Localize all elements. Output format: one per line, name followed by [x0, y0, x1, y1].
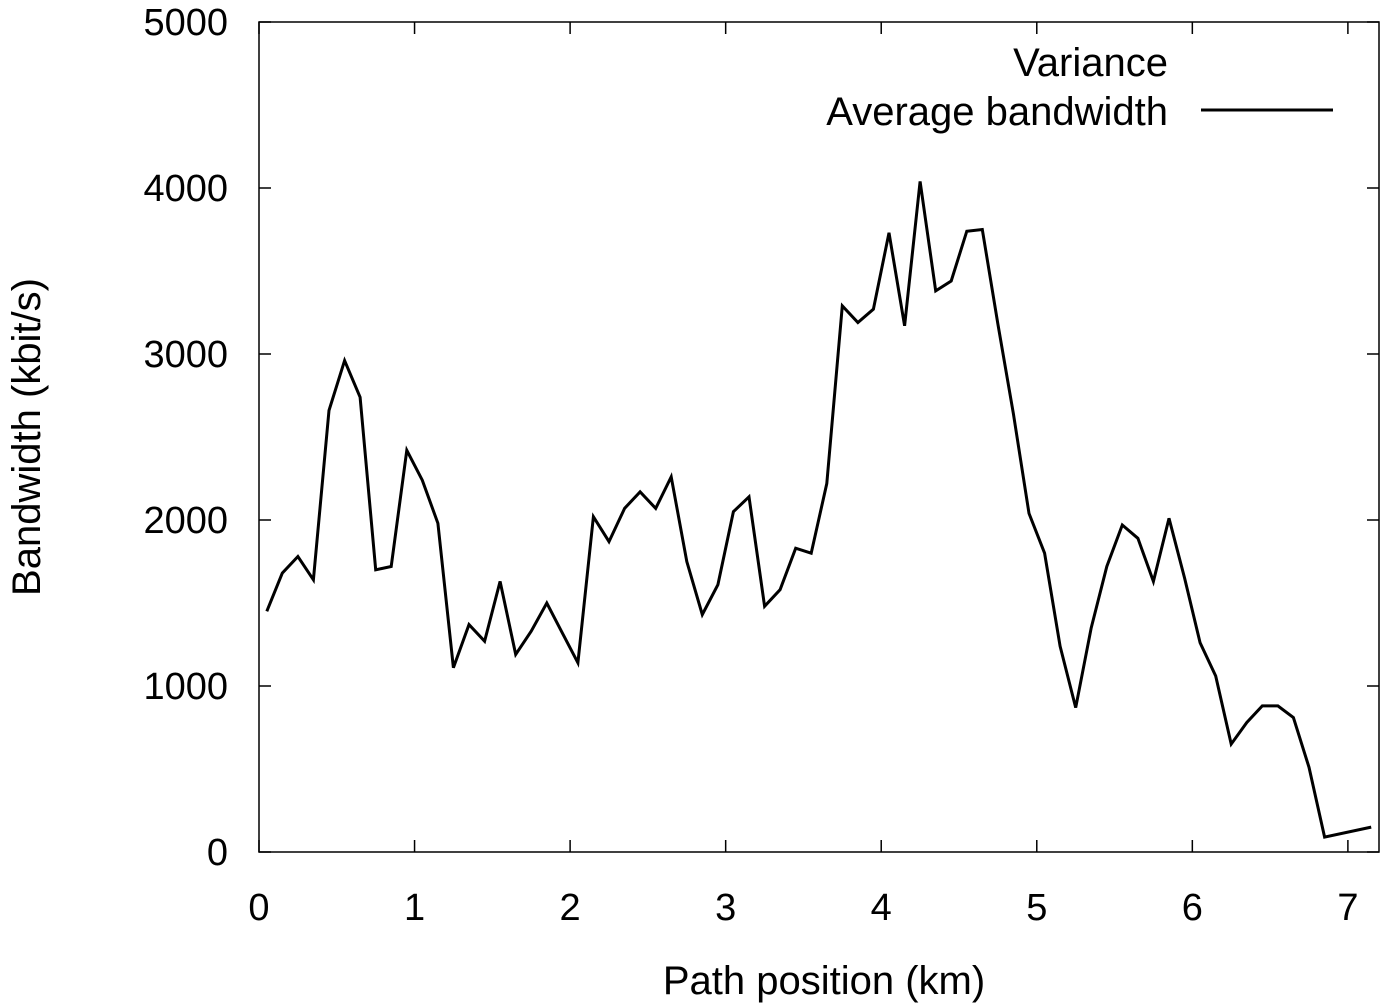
x-axis: 0 1 2 3 4 5 6 7	[248, 22, 1358, 929]
y-tick-label: 3000	[143, 334, 228, 376]
legend-label-variance: Variance	[1013, 41, 1168, 85]
y-axis-title: Bandwidth (kbit/s)	[5, 278, 49, 596]
legend: Variance Average bandwidth	[826, 41, 1333, 134]
x-tick-label: 6	[1182, 887, 1203, 929]
x-axis-title: Path position (km)	[663, 959, 985, 1003]
y-tick-label: 1000	[143, 666, 228, 708]
x-tick-label: 5	[1026, 887, 1047, 929]
x-tick-label: 2	[560, 887, 581, 929]
y-axis: 0 1000 2000 3000 4000 5000	[143, 2, 1379, 874]
plot-frame	[258, 21, 1380, 853]
legend-label-average-bandwidth: Average bandwidth	[826, 90, 1168, 134]
y-tick-label: 4000	[143, 168, 228, 210]
y-tick-label: 2000	[143, 500, 228, 542]
plot-frame-layer	[258, 21, 1380, 853]
x-tick-label: 7	[1337, 887, 1358, 929]
y-tick-label: 5000	[143, 2, 228, 44]
x-tick-label: 1	[404, 887, 425, 929]
x-tick-label: 0	[248, 887, 269, 929]
x-tick-label: 3	[715, 887, 736, 929]
y-tick-label: 0	[207, 832, 228, 874]
series-layer	[265, 181, 1372, 839]
series-line-average-bandwidth	[265, 181, 1372, 839]
x-tick-label: 4	[871, 887, 892, 929]
